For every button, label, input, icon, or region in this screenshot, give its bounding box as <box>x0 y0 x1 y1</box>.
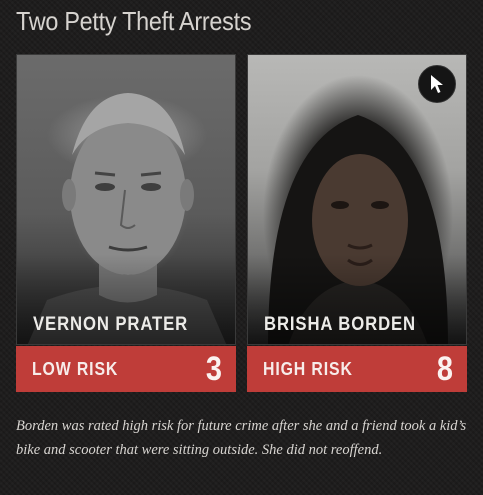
cursor-arrow-icon <box>428 74 446 94</box>
caption-text: Borden was rated high risk for future cr… <box>16 414 468 462</box>
card-brisha-borden: BRISHA BORDEN HIGH RISK 8 <box>247 54 467 392</box>
card-vernon-prater: VERNON PRATER LOW RISK 3 <box>16 54 236 392</box>
mugshot-photo: BRISHA BORDEN <box>247 54 467 345</box>
risk-score: 3 <box>206 350 222 389</box>
risk-label: LOW RISK <box>32 359 118 380</box>
risk-label: HIGH RISK <box>263 359 353 380</box>
cursor-button[interactable] <box>418 65 456 103</box>
risk-bar: LOW RISK 3 <box>16 346 236 392</box>
mugshot-photo: VERNON PRATER <box>16 54 236 345</box>
page-title: Two Petty Theft Arrests <box>16 6 251 37</box>
person-name: VERNON PRATER <box>33 314 188 336</box>
risk-bar: HIGH RISK 8 <box>247 346 467 392</box>
person-name: BRISHA BORDEN <box>264 314 416 336</box>
risk-score: 8 <box>437 350 453 389</box>
